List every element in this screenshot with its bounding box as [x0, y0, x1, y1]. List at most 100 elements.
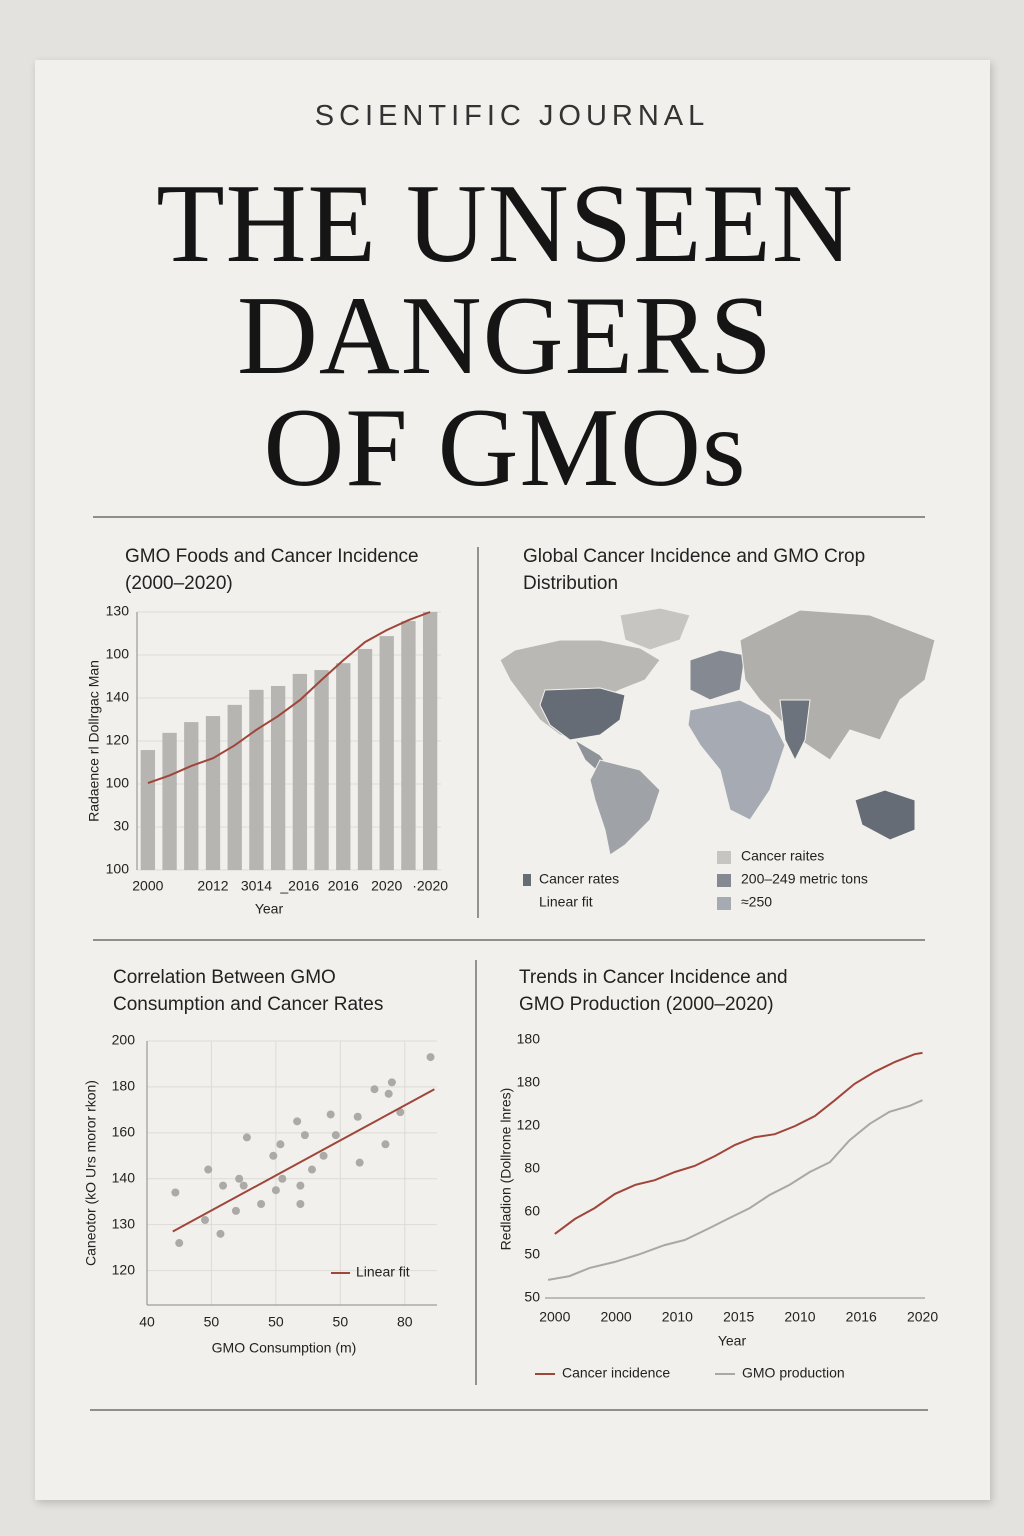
point [307, 1165, 316, 1174]
y-tick-label: 30 [113, 818, 129, 834]
legend-swatch [523, 874, 531, 886]
point [300, 1131, 309, 1140]
point [235, 1174, 244, 1183]
point [426, 1053, 435, 1062]
x-axis-label: Year [255, 901, 284, 917]
x-tick-label: 2000 [601, 1309, 632, 1325]
point [239, 1181, 248, 1190]
point [326, 1110, 335, 1119]
point [353, 1112, 362, 1121]
title-line: DANGERS [237, 274, 773, 398]
line [147, 611, 431, 785]
point [204, 1165, 213, 1174]
point [293, 1117, 302, 1126]
chart-title: Trends in Cancer Incidence and GMO Produ… [519, 967, 788, 1015]
bar [162, 732, 177, 870]
y-tick-label: 140 [106, 689, 130, 705]
x-axis-label: GMO Consumption (m) [212, 1340, 357, 1356]
y-tick-label: 50 [524, 1246, 540, 1262]
x-tick-label: 50 [333, 1314, 349, 1330]
point [216, 1229, 225, 1238]
fit-line [172, 1088, 435, 1233]
x-tick-label: 2010 [662, 1309, 693, 1325]
x-tick-label: 2000 [539, 1309, 570, 1325]
legend-label: Cancer incidence [562, 1365, 670, 1381]
x-tick-label: _2016 [279, 878, 319, 894]
y-axis-label: Redladion (Dollrone lnres) [498, 1088, 514, 1251]
point [257, 1199, 266, 1208]
y-tick-label: 180 [517, 1031, 541, 1047]
point [331, 1131, 340, 1140]
chart-title: GMO Foods and Cancer Incidence (2000–202… [125, 546, 419, 594]
y-tick-label: 120 [112, 1261, 136, 1277]
bar [140, 750, 156, 870]
legend-label: Cancer rates [539, 871, 619, 887]
map-region [589, 759, 661, 856]
point [381, 1140, 390, 1149]
bar [357, 648, 373, 870]
y-tick-label: 50 [524, 1289, 540, 1305]
x-tick-label: 2020 [371, 878, 402, 894]
point [384, 1089, 393, 1098]
chart-title: Correlation Between GMO Consumption and … [113, 967, 384, 1015]
bar [227, 704, 242, 870]
x-tick-label: 80 [397, 1314, 413, 1330]
y-tick-label: 130 [106, 603, 130, 619]
y-tick-label: 60 [524, 1203, 540, 1219]
x-tick-label: ·2020 [412, 878, 448, 894]
bar [184, 722, 199, 870]
bar [314, 670, 329, 870]
bar [422, 612, 438, 870]
point [319, 1151, 328, 1160]
x-tick-label: 2010 [784, 1309, 815, 1325]
line [554, 1051, 923, 1235]
x-axis-label: Year [718, 1333, 747, 1349]
bar [205, 716, 221, 870]
x-tick-label: 50 [268, 1314, 284, 1330]
point [276, 1140, 285, 1149]
bar [336, 663, 351, 870]
point [296, 1199, 305, 1208]
y-tick-label: 100 [106, 861, 130, 877]
point [370, 1085, 379, 1094]
x-tick-label: 50 [204, 1314, 220, 1330]
x-tick-label: 2000 [132, 878, 163, 894]
bar [379, 636, 394, 870]
title-line: OF GMOs [263, 386, 747, 510]
legend-swatch [717, 874, 731, 887]
point [396, 1108, 405, 1117]
title-line: THE UNSEEN [156, 162, 854, 286]
legend-swatch [717, 851, 731, 864]
x-tick-label: 2015 [723, 1309, 754, 1325]
y-tick-label: 130 [112, 1215, 136, 1231]
point [269, 1151, 278, 1160]
point [278, 1174, 287, 1183]
bar [401, 621, 416, 870]
y-tick-label: 100 [106, 646, 130, 662]
chart-title: Global Cancer Incidence and GMO Crop Dis… [523, 546, 866, 594]
x-tick-label: 2020 [907, 1309, 938, 1325]
y-tick-label: 120 [106, 732, 130, 748]
x-tick-label: 3014 [241, 878, 272, 894]
point [355, 1158, 364, 1167]
bar [292, 673, 308, 870]
legend-label: Linear fit [539, 894, 593, 910]
rules [90, 516, 928, 1411]
y-tick-label: 180 [112, 1078, 136, 1094]
point [242, 1133, 251, 1142]
y-axis-label: Caneotor (kO Urs moror rkon) [83, 1080, 99, 1266]
legend-label: 200–249 metric tons [741, 871, 868, 887]
point [231, 1206, 240, 1215]
x-tick-label: 2012 [197, 878, 228, 894]
world-map [499, 607, 936, 856]
legend-label: Cancer raites [741, 848, 824, 864]
kicker: SCIENTIFIC JOURNAL [314, 100, 710, 132]
map-region [619, 607, 691, 651]
line [547, 1099, 923, 1281]
y-tick-label: 120 [517, 1117, 541, 1133]
y-tick-label: 80 [524, 1160, 540, 1176]
map-region [687, 699, 786, 821]
point [271, 1186, 280, 1195]
